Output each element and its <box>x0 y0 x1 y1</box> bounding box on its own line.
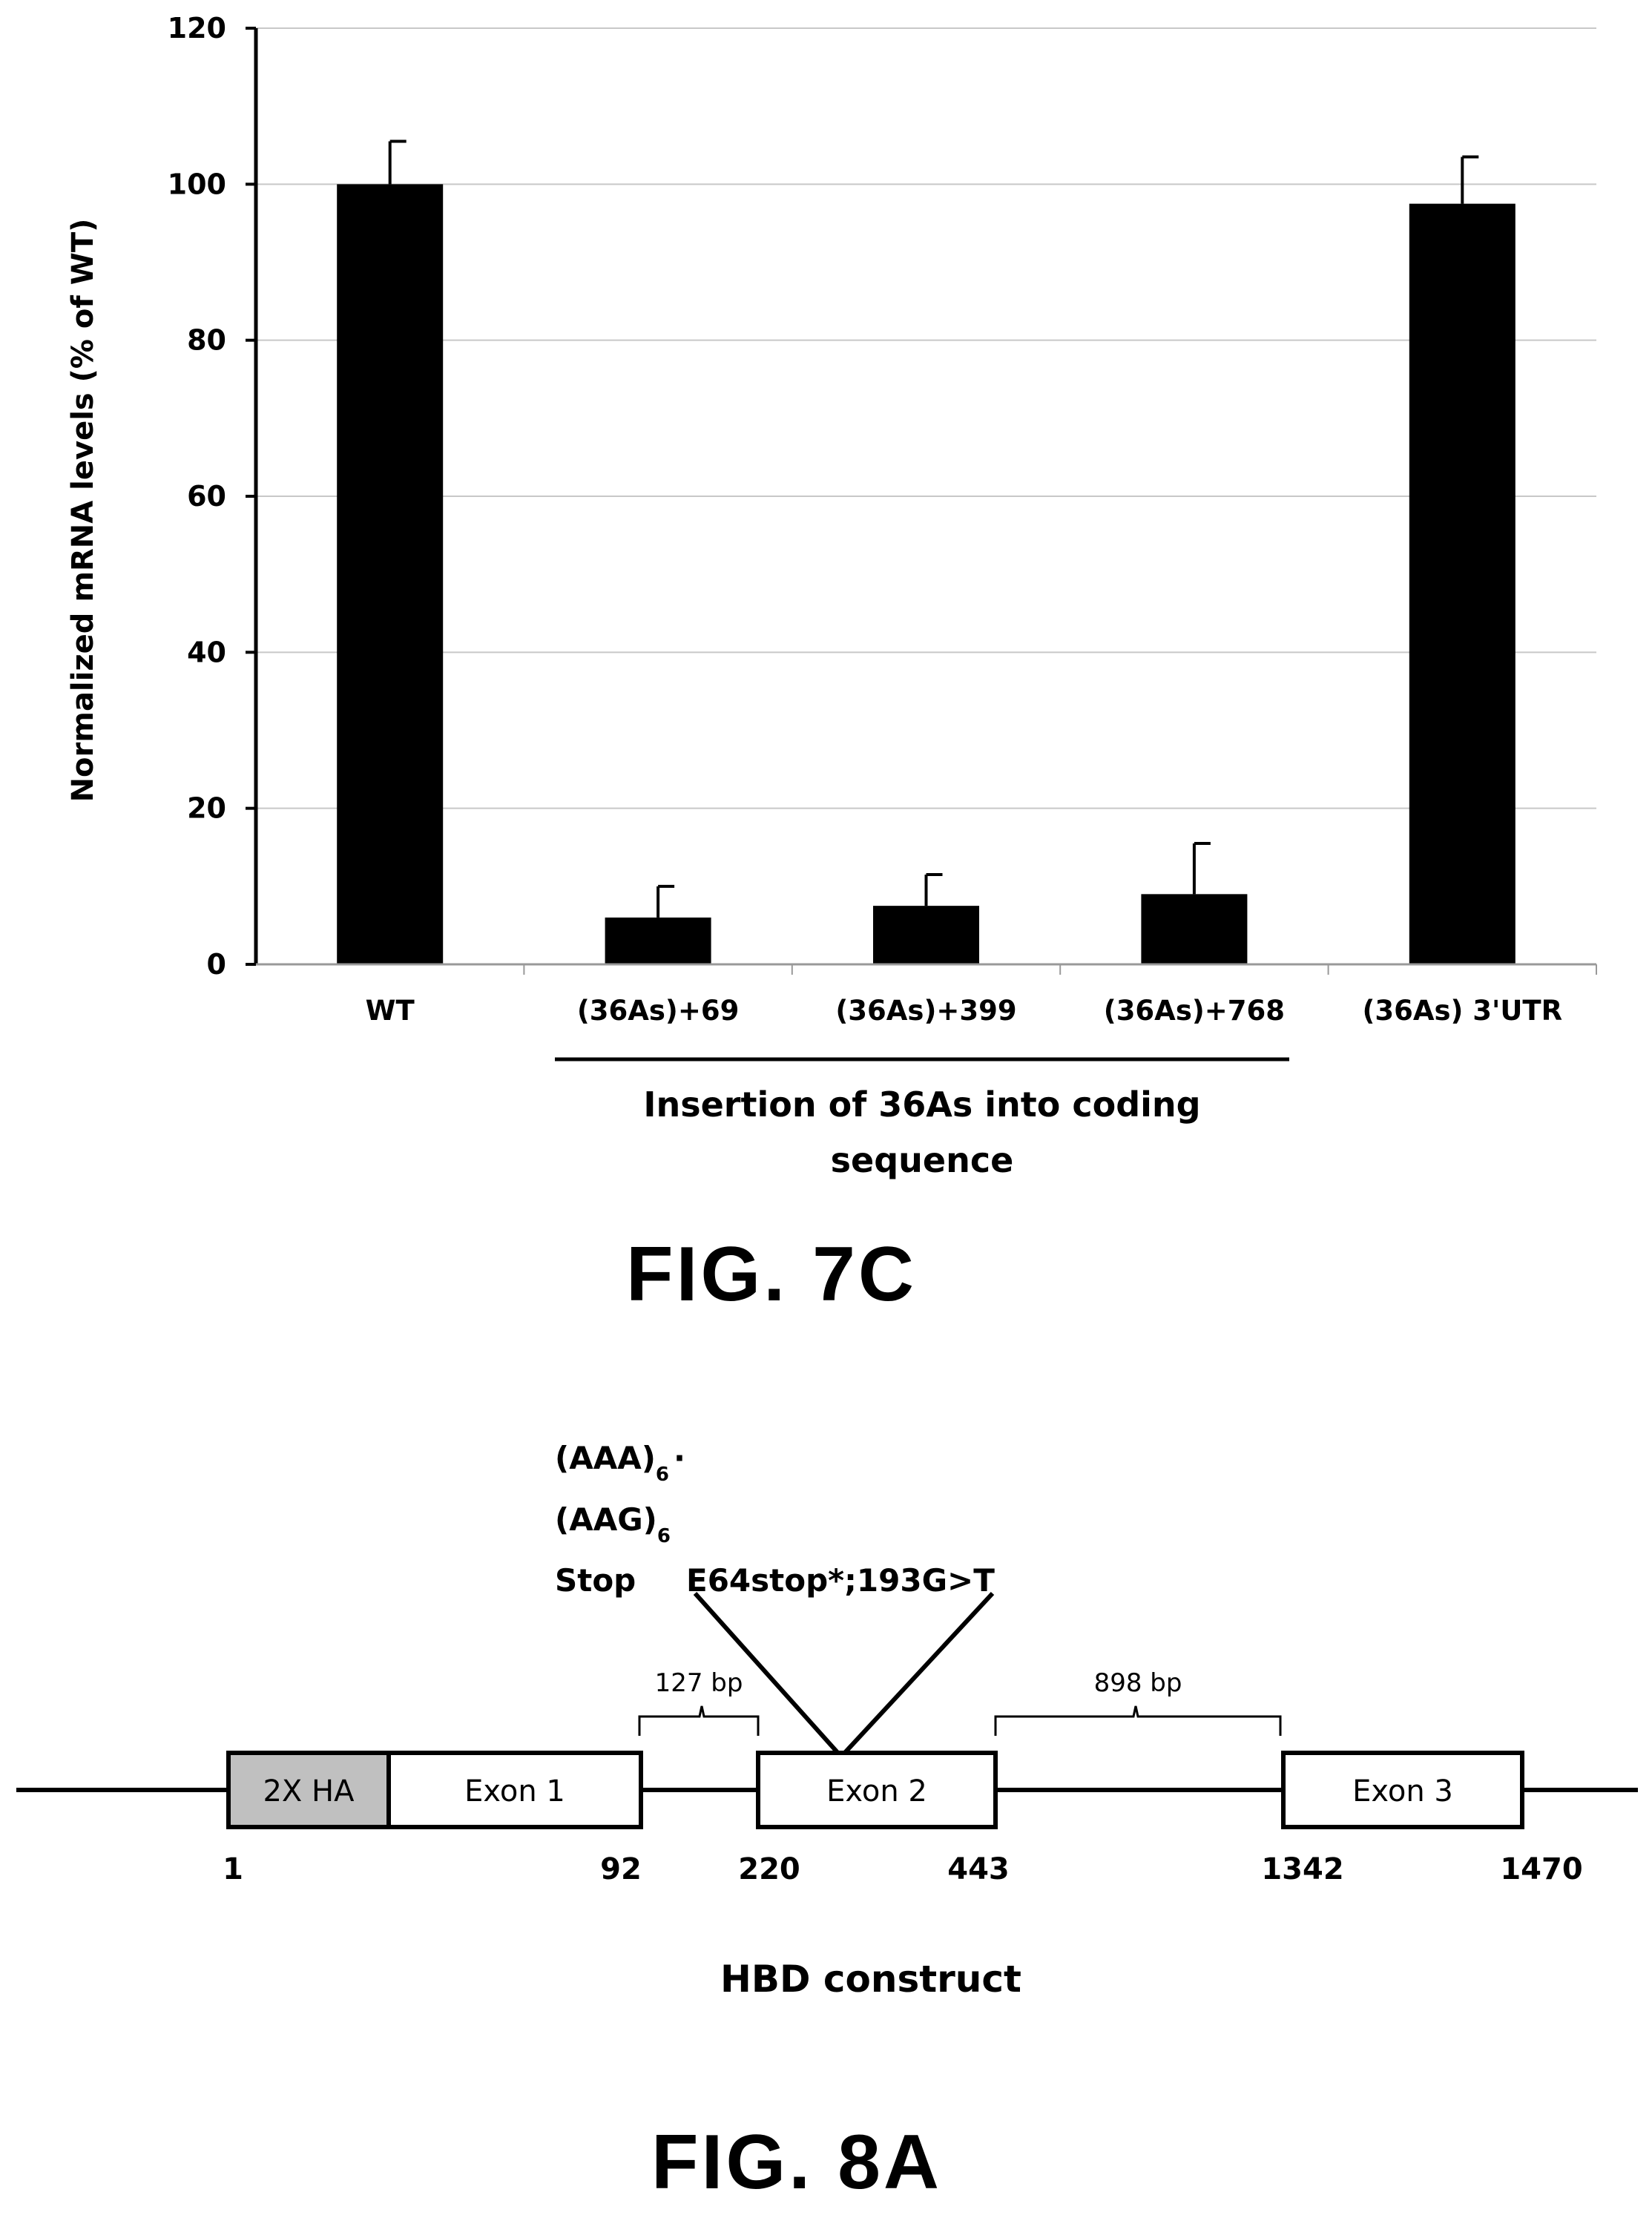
intron-label-127bp: 127 bp <box>655 1668 743 1698</box>
y-tick-labels: 0 20 40 60 80 100 120 <box>168 12 226 981</box>
exon-1-box <box>386 1751 643 1829</box>
exon-2-box <box>756 1751 998 1829</box>
error-bars <box>388 139 1479 918</box>
y-tick-label: 100 <box>168 168 226 200</box>
intron-label-898bp: 898 bp <box>1094 1668 1182 1698</box>
y-tick-label: 80 <box>187 324 226 357</box>
exon-3-label: Exon 3 <box>1352 1774 1453 1808</box>
bar <box>873 906 979 964</box>
y-tick-label: 40 <box>187 636 226 668</box>
axes <box>246 27 1597 975</box>
x-tick-label: (36As)+69 <box>577 995 739 1027</box>
x-tick-labels: WT (36As)+69 (36As)+399 (36As)+768 (36As) 3'… <box>366 995 1562 1027</box>
insertion-line-right <box>839 1591 995 1759</box>
x-tick-label: WT <box>366 995 415 1027</box>
y-tick-label: 0 <box>207 948 226 981</box>
intron-brace-898bp <box>994 1705 1282 1736</box>
mutation-stop: Stop <box>555 1562 636 1599</box>
position-443: 443 <box>947 1852 1010 1886</box>
exon-1-label: Exon 1 <box>464 1774 565 1808</box>
bar <box>1409 203 1516 964</box>
mutation-e64stop: E64stop*;193G>T <box>686 1562 995 1599</box>
figure-label-8a: FIG. 8A <box>651 2119 942 2205</box>
figure-label-7c: FIG. 7C <box>626 1231 917 1317</box>
insertion-line-left <box>693 1591 843 1759</box>
bars <box>337 184 1516 964</box>
bracket-label-line-1: Insertion of 36As into coding <box>643 1085 1200 1125</box>
x-tick-label: (36As) 3'UTR <box>1362 995 1562 1027</box>
y-tick-label: 120 <box>168 12 226 45</box>
y-axis-label: Normalized mRNA levels (% of WT) <box>66 219 100 803</box>
position-220: 220 <box>738 1852 800 1886</box>
bracket-label-line-2: sequence <box>831 1140 1014 1180</box>
bar <box>605 917 711 964</box>
construct-name: HBD construct <box>720 1958 1021 2001</box>
x-tick-label: (36As)+768 <box>1104 995 1285 1027</box>
position-1470: 1470 <box>1500 1852 1582 1886</box>
x-tick-label: (36As)+399 <box>835 995 1016 1027</box>
exon-2-label: Exon 2 <box>826 1774 927 1808</box>
bar-chart: 0 20 40 60 80 100 120 WT (36As)+69 (36As)+399 (36… <box>66 12 1597 1180</box>
exon-3-box <box>1281 1751 1524 1829</box>
y-tick-label: 20 <box>187 792 226 825</box>
intron-brace-127bp <box>638 1705 760 1736</box>
position-1342: 1342 <box>1261 1852 1343 1886</box>
gridlines <box>256 27 1596 809</box>
position-1: 1 <box>223 1852 243 1886</box>
ha-tag-label: 2X HA <box>263 1774 355 1808</box>
mutation-aag: (AAG)6 <box>555 1501 671 1547</box>
bar <box>337 184 444 964</box>
construct-diagram: (AAA)6 · (AAG)6 Stop E64stop*;193G>T 127 … <box>16 1440 1638 2001</box>
position-92: 92 <box>600 1852 642 1886</box>
mutation-aaa: (AAA)6 · <box>555 1440 685 1486</box>
bar <box>1141 894 1248 964</box>
y-tick-label: 60 <box>187 480 226 513</box>
